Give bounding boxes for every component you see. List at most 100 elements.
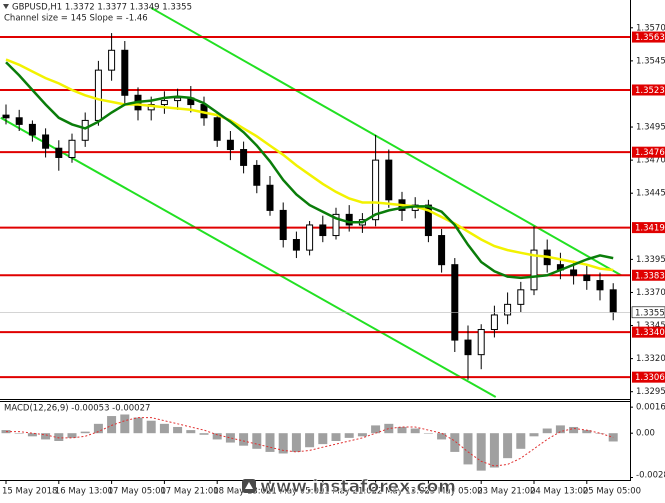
candle bbox=[15, 109, 23, 132]
candle-body bbox=[55, 147, 63, 158]
candle bbox=[108, 33, 116, 81]
candle-body bbox=[609, 289, 617, 313]
macd-bar bbox=[146, 420, 156, 434]
y-tick-label: 1.3570 bbox=[636, 23, 665, 33]
macd-signal bbox=[6, 417, 614, 467]
candle bbox=[28, 120, 36, 142]
candle bbox=[583, 265, 591, 290]
candle-body bbox=[464, 339, 472, 356]
candle-body bbox=[266, 184, 274, 211]
macd-bar bbox=[397, 426, 407, 434]
y-tick-label: 0.00167 bbox=[636, 403, 665, 413]
macd-bar bbox=[529, 433, 539, 437]
candle bbox=[240, 141, 248, 174]
candle bbox=[226, 131, 234, 161]
y-tick-label: 1.3470 bbox=[636, 156, 665, 166]
candle bbox=[279, 202, 287, 248]
level-tag bbox=[632, 84, 665, 96]
candle-body bbox=[306, 224, 314, 251]
candle-body bbox=[424, 204, 432, 237]
y-tick-label: 1.3495 bbox=[636, 123, 665, 133]
macd-bar bbox=[555, 425, 565, 434]
macd-bar bbox=[516, 433, 526, 449]
macd-bar bbox=[186, 430, 196, 434]
macd-bar bbox=[14, 433, 24, 434]
x-tick-label: 25 May 05:00 bbox=[583, 487, 641, 497]
candle-body bbox=[240, 149, 248, 166]
macd-bar bbox=[252, 433, 262, 449]
chart-title: GBPUSD,H1 1.3372 1.3377 1.3349 1.3355 bbox=[12, 3, 192, 13]
current-price-label: 1.3355 bbox=[635, 308, 665, 318]
level-tag bbox=[632, 146, 665, 158]
macd-bar bbox=[357, 433, 367, 437]
candle-body bbox=[504, 303, 512, 316]
level-label: 1.3306 bbox=[635, 373, 665, 383]
candle-body bbox=[2, 114, 10, 119]
candle bbox=[451, 258, 459, 353]
macd-bar bbox=[384, 423, 394, 434]
y-tick-label: 1.3395 bbox=[636, 255, 665, 265]
y-tick-label: 0.00 bbox=[636, 429, 655, 439]
candle-body bbox=[108, 49, 116, 71]
moving-average bbox=[5, 61, 614, 280]
candle bbox=[464, 325, 472, 380]
channel-line bbox=[0, 116, 497, 398]
candle bbox=[160, 91, 168, 114]
macd-bar bbox=[212, 433, 222, 440]
level-tag bbox=[632, 326, 665, 338]
candle-body bbox=[94, 69, 102, 121]
current-price-tag bbox=[631, 306, 665, 319]
candle bbox=[345, 205, 353, 232]
macd-bar bbox=[423, 433, 433, 434]
candle bbox=[213, 112, 221, 147]
level-label: 1.3476 bbox=[635, 148, 665, 158]
candle-body bbox=[570, 269, 578, 276]
y-tick-label: -0.00284 bbox=[636, 471, 665, 481]
candle-body bbox=[28, 123, 36, 136]
level-tag bbox=[632, 371, 665, 383]
x-tick-label: 22 May 13:00 bbox=[372, 487, 430, 497]
macd-bar bbox=[67, 433, 77, 438]
macd-bar bbox=[371, 425, 381, 434]
macd-bar bbox=[318, 433, 328, 445]
candle bbox=[174, 88, 182, 110]
candle-body bbox=[42, 134, 50, 149]
level-tag bbox=[632, 269, 665, 281]
macd-bar bbox=[344, 433, 354, 438]
candle bbox=[332, 207, 340, 240]
x-tick-label: 16 May 13:00 bbox=[55, 487, 113, 497]
candle-body bbox=[160, 100, 168, 106]
macd-bar bbox=[542, 428, 552, 434]
x-tick-label: 21 May 21:00 bbox=[319, 487, 377, 497]
candle bbox=[372, 134, 380, 227]
macd-bar bbox=[489, 433, 499, 468]
macd-bar bbox=[27, 433, 37, 437]
macd-bar bbox=[305, 433, 315, 448]
candle bbox=[253, 160, 261, 194]
candle-body bbox=[121, 49, 129, 96]
y-tick-label: 1.3320 bbox=[636, 354, 665, 364]
macd-bar bbox=[331, 433, 341, 441]
macd-bar bbox=[437, 433, 447, 440]
macd-bar bbox=[239, 433, 249, 446]
y-tick-label: 1.3545 bbox=[636, 56, 665, 66]
candle bbox=[596, 272, 604, 301]
candle bbox=[438, 228, 446, 273]
x-tick-label: 17 May 05:00 bbox=[108, 487, 166, 497]
candle bbox=[517, 281, 525, 313]
x-tick-label: 21 May 05:00 bbox=[266, 487, 324, 497]
macd-bar bbox=[582, 430, 592, 434]
macd-bar bbox=[463, 433, 473, 465]
candle-body bbox=[345, 213, 353, 226]
macd-bar bbox=[54, 433, 64, 441]
candle-body bbox=[319, 224, 327, 237]
macd-bar bbox=[80, 431, 90, 434]
chart-subtitle: Channel size = 145 Slope = -1.46 bbox=[4, 14, 148, 24]
candle-body bbox=[438, 235, 446, 266]
level-label: 1.3563 bbox=[635, 33, 665, 43]
watermark: www.instaforex.com bbox=[260, 477, 456, 497]
candle bbox=[490, 305, 498, 338]
candle-body bbox=[81, 119, 89, 141]
level-tag bbox=[632, 31, 665, 43]
